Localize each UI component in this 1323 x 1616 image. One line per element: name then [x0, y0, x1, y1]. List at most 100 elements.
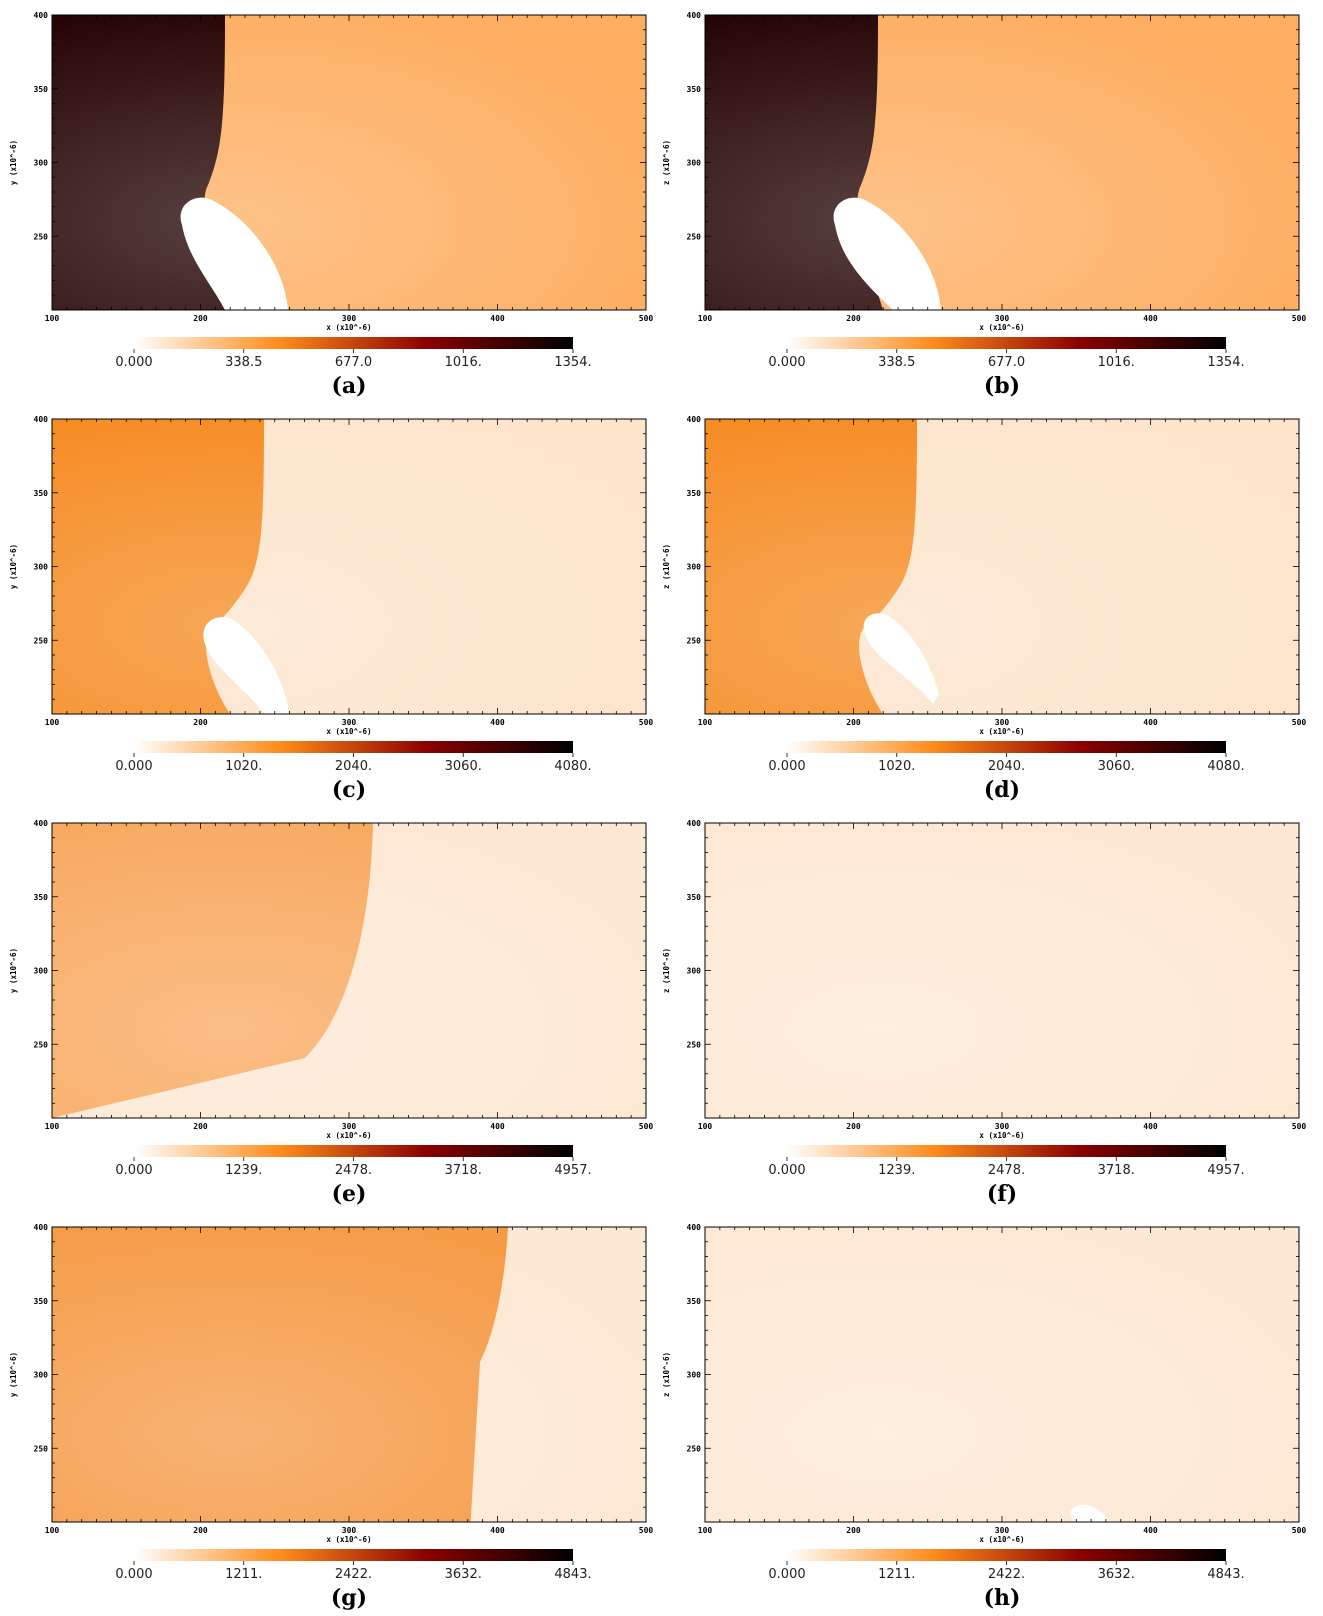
y-tick-label: 300	[34, 563, 49, 572]
y-axis-label: z (x10^-6)	[662, 1352, 671, 1397]
y-axis-label: z (x10^-6)	[662, 544, 671, 589]
x-axis-label: x (x10^-6)	[326, 727, 371, 736]
colorbar-tick-label: 0.000	[115, 759, 152, 774]
y-axis-label: y (x10^-6)	[9, 544, 18, 589]
colorbar-tick-label: 338.5	[225, 355, 262, 370]
bubble-body	[378, 1521, 386, 1522]
y-tick-label: 250	[687, 232, 702, 241]
y-tick-label: 300	[687, 967, 702, 976]
x-tick-label: 500	[1292, 718, 1307, 727]
colorbar-tick-label: 4957.	[554, 1163, 591, 1178]
panel-b: 100 200 300 400 500 250 300 350 400 x (x10^-6) z (…	[653, 0, 1314, 404]
y-tick-label: 250	[34, 1040, 49, 1049]
bubble-body	[1070, 1504, 1110, 1522]
x-tick-label: 200	[846, 314, 861, 323]
x-tick-label: 200	[193, 718, 208, 727]
x-tick-label: 400	[490, 718, 505, 727]
heatmap-field	[52, 419, 646, 714]
y-tick-label: 250	[34, 636, 49, 645]
x-tick-label: 300	[342, 314, 357, 323]
y-tick-label: 400	[34, 1223, 49, 1232]
colorbar-tick-label: 0.000	[115, 355, 152, 370]
plot-svg: 100 200 300 400 500 250 300 350 400 x (x10^-6) y (…	[9, 415, 653, 774]
colorbar-tick-label: 2422.	[988, 1567, 1025, 1582]
colorbar-tick-label: 4957.	[1207, 1163, 1244, 1178]
y-tick-label: 400	[687, 819, 702, 828]
colorbar-tick-label: 3060.	[445, 759, 482, 774]
colorbar-tick-label: 0.000	[768, 355, 805, 370]
panel-g: 100 200 300 400 500 250 300 350 400 x (x10^-6) y (…	[0, 1212, 661, 1616]
colorbar-tick-label: 0.000	[115, 1567, 152, 1582]
x-axis-label: x (x10^-6)	[979, 323, 1024, 332]
y-axis-label: z (x10^-6)	[662, 948, 671, 993]
panel-h: 100 200 300 400 500 250 300 350 400 x (x10^-6) z (…	[653, 1212, 1314, 1616]
y-axis-label: y (x10^-6)	[9, 140, 18, 185]
x-tick-label: 300	[995, 718, 1010, 727]
heatmap-field	[705, 15, 1299, 310]
colorbar-tick-label: 2478.	[988, 1163, 1025, 1178]
panel-caption: (g)	[330, 1585, 368, 1611]
x-tick-label: 400	[1143, 1122, 1158, 1131]
plot-svg: 100 200 300 400 500 250 300 350 400 x (x10^-6) z (…	[662, 819, 1306, 1178]
colorbar-tick-label: 0.000	[768, 1163, 805, 1178]
colorbar	[787, 741, 1226, 753]
colorbar-tick-label: 338.5	[878, 355, 915, 370]
x-tick-label: 300	[995, 1526, 1010, 1535]
colorbar-tick-label: 0.000	[115, 1163, 152, 1178]
y-tick-label: 350	[687, 893, 702, 902]
y-tick-label: 300	[34, 159, 49, 168]
colorbar-tick-label: 2422.	[335, 1567, 372, 1582]
x-axis-label: x (x10^-6)	[326, 1131, 371, 1140]
colorbar-tick-label: 1239.	[225, 1163, 262, 1178]
colorbar-tick-label: 677.0	[335, 355, 372, 370]
colorbar-tick-label: 4843.	[1207, 1567, 1244, 1582]
x-tick-label: 100	[698, 1526, 713, 1535]
x-tick-label: 500	[1292, 314, 1307, 323]
x-tick-label: 200	[193, 314, 208, 323]
y-tick-label: 400	[34, 11, 49, 20]
x-tick-label: 300	[342, 1526, 357, 1535]
y-tick-label: 400	[34, 819, 49, 828]
y-tick-label: 400	[687, 415, 702, 424]
panel-caption: (h)	[983, 1585, 1021, 1611]
x-tick-label: 100	[45, 1526, 60, 1535]
y-tick-label: 300	[687, 563, 702, 572]
y-tick-label: 300	[34, 1371, 49, 1380]
bubble-body	[833, 197, 941, 310]
y-tick-label: 400	[34, 415, 49, 424]
x-tick-label: 200	[193, 1526, 208, 1535]
colorbar-tick-label: 1211.	[878, 1567, 915, 1582]
colorbar-tick-label: 1016.	[1098, 355, 1135, 370]
colorbar-tick-label: 3632.	[1098, 1567, 1135, 1582]
x-tick-label: 500	[639, 1122, 654, 1131]
colorbar-tick-label: 677.0	[988, 355, 1025, 370]
plot-svg: 100 200 300 400 500 250 300 350 400 x (x10^-6) y (…	[9, 11, 653, 370]
x-tick-label: 300	[342, 1122, 357, 1131]
x-tick-label: 100	[698, 1122, 713, 1131]
colorbar-tick-label: 4080.	[1207, 759, 1244, 774]
x-tick-label: 400	[490, 1122, 505, 1131]
x-tick-label: 100	[45, 314, 60, 323]
y-tick-label: 350	[34, 1297, 49, 1306]
x-tick-label: 200	[193, 1122, 208, 1131]
panel-caption: (c)	[331, 777, 367, 803]
colorbar-tick-label: 2478.	[335, 1163, 372, 1178]
colorbar-tick-label: 4080.	[554, 759, 591, 774]
colorbar-tick-label: 3060.	[1098, 759, 1135, 774]
x-axis-label: x (x10^-6)	[979, 1131, 1024, 1140]
y-tick-label: 350	[687, 1297, 702, 1306]
colorbar	[787, 337, 1226, 349]
y-tick-label: 400	[687, 1223, 702, 1232]
y-axis-label: z (x10^-6)	[662, 140, 671, 185]
colorbar-tick-label: 1354.	[1207, 355, 1244, 370]
heatmap-field	[52, 1227, 646, 1522]
x-axis-label: x (x10^-6)	[979, 1535, 1024, 1544]
x-tick-label: 200	[846, 1122, 861, 1131]
bubble-body	[180, 197, 288, 310]
y-tick-label: 400	[687, 11, 702, 20]
x-tick-label: 300	[995, 314, 1010, 323]
x-tick-label: 400	[1143, 1526, 1158, 1535]
panel-caption: (a)	[331, 373, 367, 399]
panel-a: 100 200 300 400 500 250 300 350 400 x (x10^-6) y (…	[0, 0, 661, 404]
